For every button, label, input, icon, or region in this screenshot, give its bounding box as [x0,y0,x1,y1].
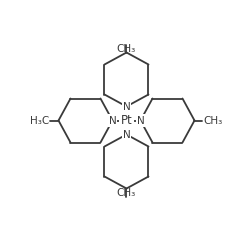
Text: CH₃: CH₃ [116,187,136,198]
Text: N: N [122,129,130,140]
Text: N: N [108,115,116,126]
Text: H₃C: H₃C [30,115,49,126]
Text: Pt: Pt [120,114,132,127]
Text: N: N [136,115,144,126]
Text: CH₃: CH₃ [116,43,136,54]
Text: CH₃: CH₃ [203,115,222,126]
Text: N: N [122,101,130,112]
